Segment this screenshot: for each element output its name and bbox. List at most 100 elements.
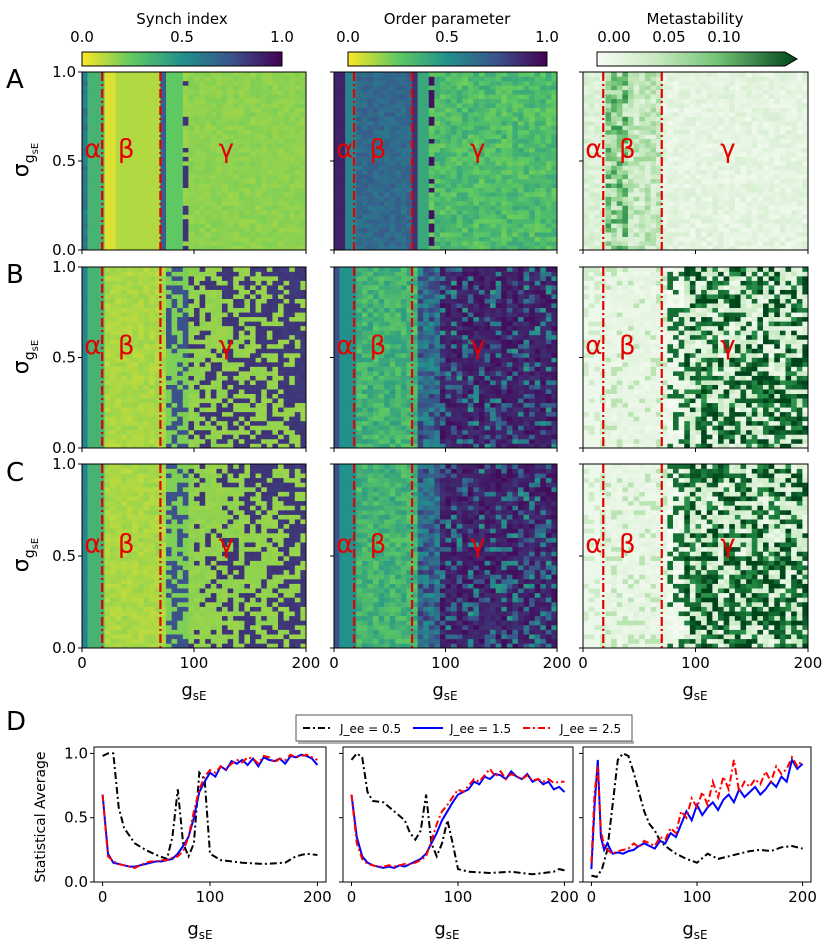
heatmap-cell	[439, 209, 446, 215]
heatmap-cell	[227, 85, 234, 91]
heatmap-cell	[723, 174, 730, 180]
heatmap-cell	[467, 165, 474, 171]
heatmap-cell	[194, 241, 200, 246]
heatmap-cell	[616, 85, 623, 91]
heatmap-cell	[512, 138, 519, 144]
heatmap-cell	[126, 134, 133, 140]
heatmap-cell	[611, 232, 618, 237]
heatmap-cell	[467, 187, 474, 193]
heatmap-cell	[779, 103, 786, 108]
heatmap-cell	[484, 178, 491, 184]
heatmap-cell	[434, 76, 441, 82]
heatmap-cell	[545, 125, 552, 131]
heatmap-cell	[423, 120, 430, 126]
heatmap-cell	[255, 196, 262, 202]
heatmap-cell	[523, 205, 530, 211]
heatmap-cell	[706, 112, 713, 117]
heatmap-cell	[740, 192, 747, 197]
heatmap-cell	[689, 138, 696, 144]
heatmap-cell	[216, 187, 223, 193]
heatmap-cell	[451, 169, 457, 175]
heatmap-cell	[616, 94, 623, 99]
heatmap-cell	[501, 129, 508, 135]
heatmap-cell	[412, 103, 418, 108]
heatmap-cell	[656, 85, 663, 91]
heatmap-cell	[222, 103, 228, 108]
heatmap-cell	[768, 107, 775, 113]
heatmap-cell	[791, 152, 798, 157]
heatmap-cell	[723, 183, 730, 188]
heatmap-cell	[266, 85, 273, 91]
heatmap-cell	[712, 134, 719, 140]
heatmap-cell	[478, 156, 485, 162]
heatmap-cell	[255, 218, 262, 224]
heatmap-cell	[763, 138, 769, 144]
heatmap-cell	[222, 205, 228, 211]
heatmap-cell	[451, 112, 457, 117]
heatmap-cell	[143, 241, 150, 246]
heatmap-cell	[611, 209, 618, 215]
heatmap-cell	[339, 241, 346, 246]
heatmap-cell	[238, 147, 245, 153]
heatmap-cell	[395, 152, 402, 157]
heatmap-cell	[684, 209, 691, 215]
heatmap-cell	[278, 152, 284, 157]
heatmap-cell	[115, 201, 122, 206]
heatmap-cell	[266, 227, 273, 233]
heatmap-cell	[149, 138, 156, 144]
heatmap-cell	[126, 107, 133, 113]
heatmap-cell	[194, 232, 200, 237]
heatmap-cell	[149, 120, 156, 126]
heatmap-cell	[689, 196, 696, 202]
heatmap-cell	[222, 152, 228, 157]
heatmap-cell	[289, 89, 296, 95]
heatmap-cell	[644, 147, 651, 153]
heatmap-cell	[244, 72, 251, 77]
heatmap-cell	[216, 214, 223, 220]
heatmap-cell	[216, 241, 223, 246]
heatmap-cell	[255, 161, 262, 166]
heatmap-cell	[774, 147, 781, 153]
heatmap-cell	[132, 156, 139, 162]
heatmap-cell	[417, 85, 424, 91]
heatmap-cell	[551, 143, 558, 148]
heatmap-cell	[166, 98, 172, 104]
heatmap-cell	[445, 112, 452, 117]
heatmap-cell	[373, 80, 379, 86]
heatmap-cell	[506, 161, 513, 166]
heatmap-cell	[633, 196, 640, 202]
heatmap-cell	[423, 241, 430, 246]
heatmap-cell	[695, 120, 702, 126]
heatmap-cell	[628, 236, 634, 242]
heatmap-cell	[283, 98, 290, 104]
heatmap-cell	[389, 120, 396, 126]
heatmap-cell	[605, 143, 612, 148]
heatmap-cell	[740, 245, 747, 251]
heatmap-cell	[495, 218, 502, 224]
heatmap-cell	[734, 174, 741, 180]
heatmap-cell	[250, 125, 256, 131]
heatmap-cell	[757, 165, 764, 171]
heatmap-cell	[650, 94, 657, 99]
heatmap-cell	[712, 129, 719, 135]
heatmap-cell	[227, 98, 234, 104]
heatmap-cell	[121, 232, 128, 237]
heatmap-cell	[757, 107, 764, 113]
heatmap-cell	[278, 85, 284, 91]
heatmap-cell	[678, 76, 685, 82]
heatmap-cell	[622, 89, 629, 95]
heatmap-cell	[428, 112, 435, 117]
heatmap-cell	[701, 183, 708, 188]
heatmap-cell	[633, 112, 640, 117]
heatmap-cell	[644, 94, 651, 99]
heatmap-cell	[616, 214, 623, 220]
heatmap-cell	[740, 196, 747, 202]
heatmap-cell	[757, 241, 764, 246]
heatmap-cell	[345, 147, 352, 153]
heatmap-cell	[746, 107, 753, 113]
heatmap-cell	[300, 245, 307, 251]
heatmap-cell	[445, 192, 452, 197]
heatmap-cell	[734, 152, 741, 157]
heatmap-cell	[373, 125, 379, 131]
heatmap-cell	[283, 72, 290, 77]
